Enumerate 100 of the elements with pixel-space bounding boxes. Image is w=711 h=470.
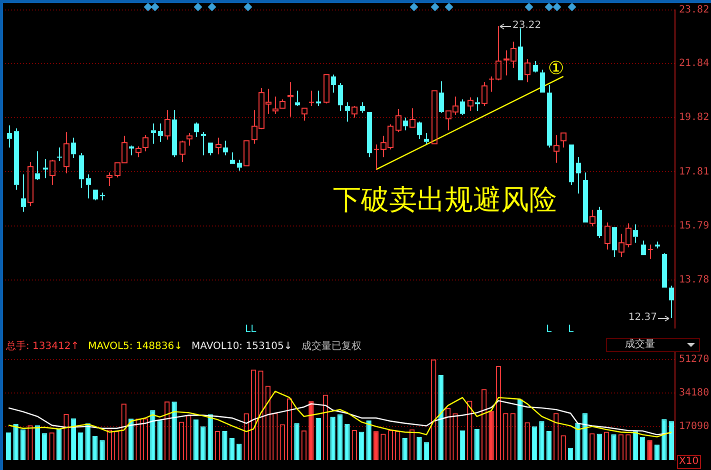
bar (532, 426, 538, 460)
y-tick-label: 13.78 (679, 274, 710, 286)
bar (366, 420, 372, 460)
y-tick-label: 15.79 (679, 220, 710, 232)
bar (402, 438, 408, 460)
bar (34, 425, 40, 460)
candlestick (230, 152, 235, 164)
y-tick-label: 34180 (679, 387, 710, 398)
bar (70, 418, 76, 460)
candlestick (129, 145, 134, 156)
annotation: L (546, 324, 552, 335)
bar (208, 414, 213, 460)
candlestick (106, 172, 112, 186)
bar (20, 429, 26, 460)
candlestick (547, 84, 552, 148)
candlestick (223, 140, 228, 156)
bar (654, 444, 660, 460)
bar (337, 414, 343, 460)
candlestick (403, 117, 408, 131)
bar (157, 420, 162, 460)
bar (92, 436, 98, 460)
bar (6, 432, 12, 460)
candlestick (554, 134, 560, 164)
bar (344, 424, 350, 460)
candlestick (7, 124, 12, 148)
bar (488, 410, 494, 460)
candlestick (43, 158, 48, 179)
candlestick (648, 244, 654, 260)
bar (539, 421, 544, 460)
text: MAVOL10: 153105↓ (192, 341, 292, 352)
bar (236, 444, 242, 460)
candlestick (35, 150, 40, 181)
candlestick (50, 159, 56, 186)
bar (596, 434, 602, 460)
candlestick (662, 252, 667, 288)
candlestick (669, 285, 674, 319)
candlestick (468, 96, 474, 112)
bar (100, 440, 105, 460)
candlestick (151, 123, 156, 144)
candlestick (345, 102, 350, 122)
bar (546, 430, 552, 460)
candlestick (576, 156, 581, 194)
candlestick (64, 132, 70, 174)
candlestick (164, 110, 170, 140)
bar (640, 436, 646, 460)
bar (229, 438, 235, 460)
bar (150, 410, 156, 460)
candlestick (540, 69, 545, 93)
candlestick (288, 82, 294, 118)
candlestick (14, 128, 19, 190)
bar (575, 422, 580, 460)
candlestick (460, 98, 465, 116)
candlestick (612, 227, 617, 258)
candlestick (21, 174, 26, 212)
candlestick (186, 132, 192, 146)
bar (373, 431, 379, 460)
bar (662, 419, 667, 460)
candlestick (316, 90, 321, 107)
bar (668, 421, 674, 460)
candlestick (590, 209, 596, 227)
annotation: LL (245, 324, 256, 335)
bar (359, 432, 364, 460)
candlestick (533, 60, 538, 73)
text: 成交量已复权 (301, 341, 362, 352)
y-tick-label: 19.82 (679, 112, 710, 124)
text: 成交量 (625, 339, 655, 350)
candlestick (518, 28, 523, 80)
bar (518, 400, 523, 460)
bar (611, 434, 616, 460)
y-tick-label: 21.84 (679, 58, 710, 69)
bar (172, 402, 177, 460)
candlestick (633, 224, 638, 244)
candlestick (360, 102, 365, 114)
candlestick (194, 122, 199, 138)
bar (56, 428, 62, 460)
candlestick (208, 142, 213, 156)
y-tick-label: 51270 (679, 354, 710, 365)
candlestick (79, 152, 84, 188)
candlestick (308, 90, 314, 107)
bar (460, 430, 466, 460)
candlestick (71, 137, 76, 158)
candlestick (272, 96, 278, 114)
bar (222, 430, 228, 460)
candlestick (417, 121, 422, 140)
bar (568, 448, 574, 460)
candlestick (569, 144, 574, 186)
candlestick (237, 159, 242, 172)
annotation: L (568, 324, 574, 335)
candlestick (86, 174, 91, 199)
candlestick (524, 58, 530, 83)
candlestick (172, 110, 177, 158)
y-tick-label: 17090 (679, 421, 710, 432)
bar (647, 440, 652, 460)
bar (632, 432, 638, 460)
candlestick (655, 241, 660, 249)
candlestick (56, 146, 62, 162)
text: X10 (677, 455, 701, 469)
annotation: 23.22 (512, 20, 542, 32)
bar (193, 420, 199, 460)
candlestick (158, 123, 163, 142)
